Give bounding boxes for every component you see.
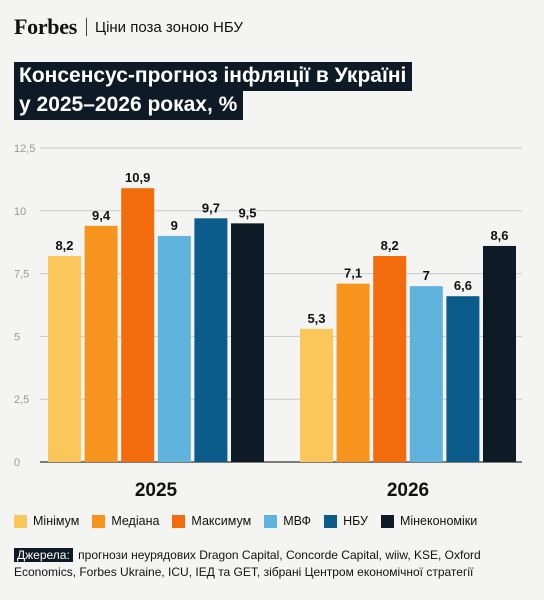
legend-swatch — [380, 514, 394, 528]
data-label: 10,9 — [125, 170, 150, 185]
bar — [373, 256, 407, 462]
data-label: 9 — [171, 218, 178, 233]
bar — [300, 328, 333, 462]
legend-item: НБУ — [324, 514, 368, 528]
sources-text: прогнози неурядових Dragon Capital, Conc… — [14, 548, 481, 579]
data-label: 9,4 — [92, 208, 111, 223]
chart-title-line-2: у 2025–2026 роках, % — [14, 91, 244, 120]
header-divider — [85, 18, 87, 36]
forbes-logo: Forbes — [14, 14, 77, 39]
legend-item: Мінімум — [14, 514, 79, 528]
data-label: 7,1 — [344, 266, 362, 281]
y-tick-label: 2,5 — [14, 394, 29, 406]
legend-label: Максимум — [191, 514, 252, 528]
bar — [48, 256, 81, 462]
bar — [231, 223, 264, 462]
legend-swatch — [92, 514, 106, 528]
data-label: 5,3 — [307, 311, 325, 326]
bar — [84, 225, 118, 462]
data-label: 8,6 — [490, 228, 508, 243]
bar — [409, 286, 443, 462]
x-category-label: 2025 — [135, 480, 178, 501]
y-tick-label: 7,5 — [14, 269, 29, 281]
data-label: 9,5 — [238, 205, 256, 220]
sources-label: Джерела: — [14, 548, 73, 562]
bar — [446, 296, 480, 462]
legend-item: МВФ — [264, 514, 311, 528]
data-label: 8,2 — [381, 238, 399, 253]
bar — [336, 283, 370, 462]
legend-item: Максимум — [172, 514, 251, 528]
legend-item: Медіана — [92, 514, 159, 528]
bar — [194, 218, 228, 462]
chart-title-line-1: Консенсус-прогноз інфляції в Україні — [14, 62, 413, 91]
legend-swatch — [14, 514, 27, 528]
sources-note: Джерела: прогнози неурядових Dragon Capi… — [14, 547, 534, 581]
bar — [483, 245, 516, 462]
chart-legend: Мінімум Медіана Максимум МВФ НБУ Мінекономіки — [14, 514, 490, 528]
legend-swatch — [264, 514, 278, 528]
legend-label: Медіана — [111, 514, 160, 528]
legend-swatch — [324, 514, 338, 528]
header: Forbes Ціни поза зоною НБУ — [14, 14, 243, 40]
bar — [121, 188, 155, 462]
bar-chart: 0 2,5 5 7,5 10 12,5 8,2 9,4 10,9 9 9,7 9,5 2025 5,3 7,… — [14, 143, 522, 501]
section-title: Ціни поза зоною НБУ — [94, 18, 243, 36]
data-label: 6,6 — [454, 278, 472, 293]
bar — [157, 235, 191, 462]
data-label: 9,7 — [202, 200, 220, 215]
legend-swatch — [172, 514, 186, 528]
y-tick-label: 0 — [14, 457, 20, 469]
legend-label: МВФ — [283, 514, 312, 528]
data-label: 8,2 — [55, 238, 73, 253]
legend-label: Мінекономіки — [399, 514, 478, 528]
legend-label: НБУ — [343, 514, 368, 528]
y-tick-label: 5 — [14, 331, 20, 343]
legend-label: Мінімум — [33, 514, 80, 528]
data-label: 7 — [423, 268, 430, 283]
y-tick-label: 12,5 — [14, 143, 35, 155]
y-tick-label: 10 — [14, 206, 26, 218]
x-category-label: 2026 — [387, 480, 429, 501]
legend-item: Мінекономіки — [380, 514, 478, 528]
